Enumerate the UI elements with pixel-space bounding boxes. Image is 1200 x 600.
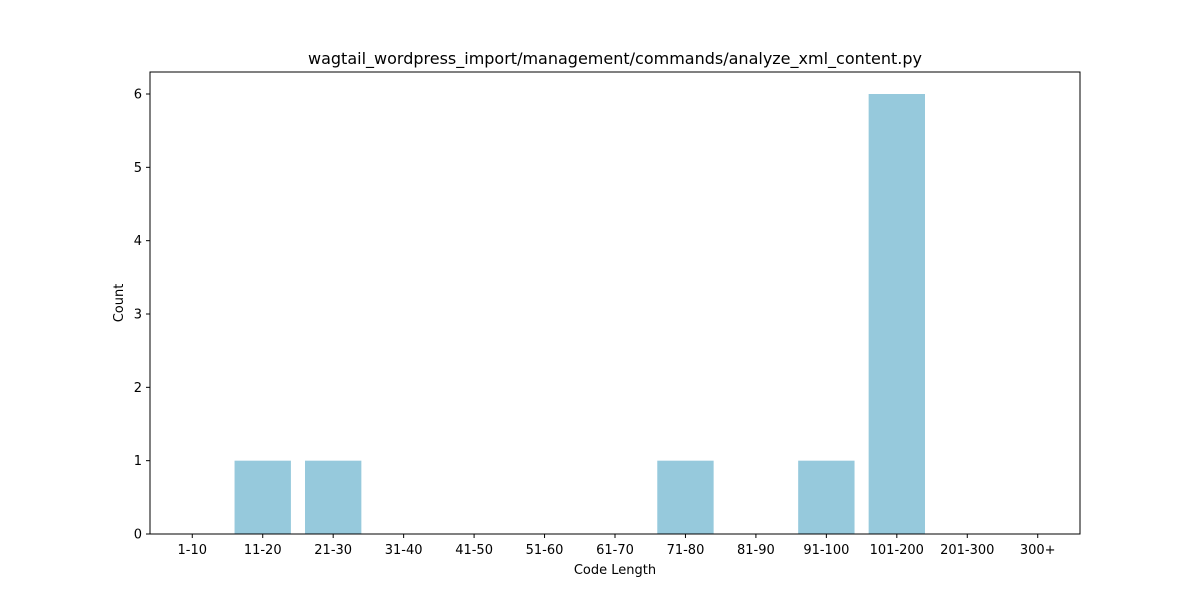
x-tick-label: 1-10: [178, 543, 208, 558]
x-axis: 1-10 11-20 21-30 31-40 41-50 51-60 61-70 71-80 8…: [178, 534, 1056, 558]
x-tick-label: 41-50: [455, 543, 493, 558]
y-axis: 0 1 2 3 4 5 6: [134, 88, 150, 543]
y-tick-label: 1: [134, 454, 142, 469]
x-tick-label: 81-90: [737, 543, 775, 558]
bar-11-20: [234, 460, 291, 534]
bar-71-80: [657, 460, 714, 534]
x-tick-label: 11-20: [244, 543, 282, 558]
chart-title: wagtail_wordpress_import/management/comm…: [308, 49, 922, 69]
x-tick-label: 201-300: [940, 543, 994, 558]
y-tick-label: 5: [134, 161, 142, 176]
x-tick-label: 31-40: [385, 543, 423, 558]
y-tick-label: 6: [134, 88, 142, 103]
y-tick-label: 2: [134, 381, 142, 396]
x-tick-label: 300+: [1020, 543, 1056, 558]
y-tick-label: 3: [134, 308, 142, 323]
y-tick-label: 4: [134, 234, 142, 249]
x-tick-label: 101-200: [870, 543, 924, 558]
bar-21-30: [305, 460, 362, 534]
bar-91-100: [798, 460, 855, 534]
x-tick-label: 91-100: [803, 543, 849, 558]
bars-group: [234, 94, 925, 534]
x-tick-label: 71-80: [667, 543, 705, 558]
y-tick-label: 0: [134, 528, 142, 543]
bar-101-200: [868, 94, 925, 534]
x-tick-label: 21-30: [314, 543, 352, 558]
x-tick-label: 51-60: [526, 543, 564, 558]
y-axis-label: Count: [112, 284, 127, 323]
x-axis-label: Code Length: [574, 563, 656, 578]
x-tick-label: 61-70: [596, 543, 634, 558]
